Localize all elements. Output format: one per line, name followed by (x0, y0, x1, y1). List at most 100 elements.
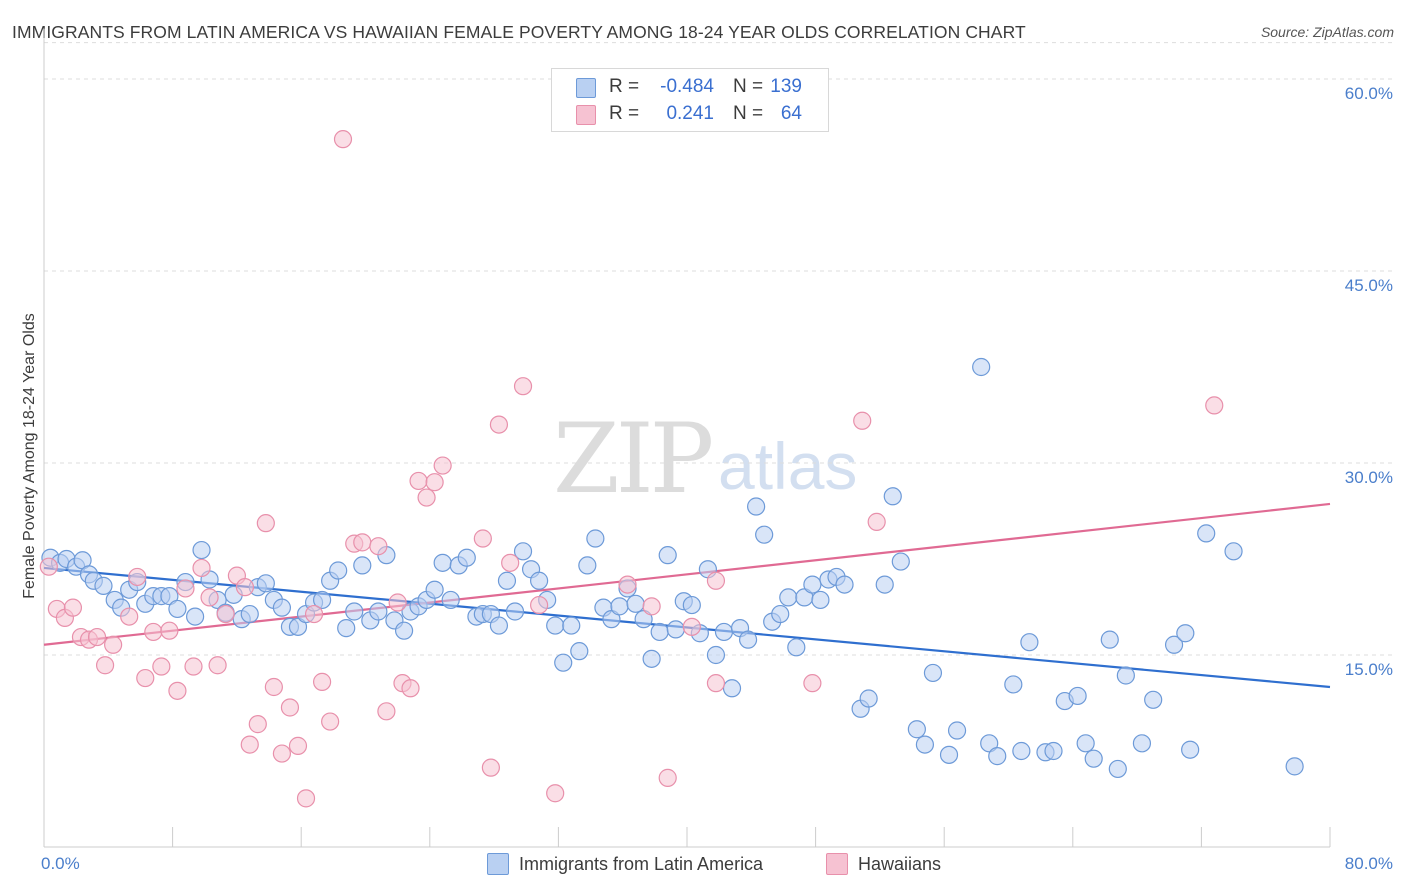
point-latin-america (722, 679, 742, 698)
point-latin-america (1181, 740, 1200, 759)
point-latin-america (1100, 630, 1119, 649)
point-hawaiians (184, 657, 203, 676)
point-hawaiians (546, 784, 565, 803)
point-hawaiians (144, 622, 163, 642)
point-latin-america (1012, 741, 1031, 761)
point-latin-america (1020, 633, 1039, 652)
legend-n-label: N = (733, 103, 764, 124)
y-tick-label: 60.0% (1345, 84, 1393, 103)
x-tick-label: 80.0% (1345, 854, 1393, 873)
legend-r-value: -0.484 (660, 76, 714, 97)
point-hawaiians (104, 635, 123, 654)
point-latin-america (1108, 759, 1127, 779)
point-latin-america (578, 556, 597, 575)
point-latin-america (345, 602, 364, 621)
point-latin-america (1084, 749, 1103, 768)
point-latin-america (272, 598, 292, 617)
tick-labels: 15.0% 30.0% 45.0% 60.0% 0.0% 80.0% (41, 84, 1393, 873)
correlation-legend: R = -0.484 N = 139 R = 0.241 N = 64 (551, 68, 829, 132)
point-hawaiians (853, 411, 872, 430)
point-hawaiians (136, 668, 155, 688)
x-tick-label: 0.0% (41, 854, 80, 873)
point-latin-america (1224, 542, 1243, 561)
point-latin-america (168, 599, 187, 619)
watermark-atlas: atlas (718, 429, 858, 503)
point-hawaiians (168, 681, 187, 700)
point-hawaiians (304, 604, 324, 624)
point-latin-america (859, 689, 878, 708)
point-hawaiians (682, 617, 701, 636)
point-latin-america (602, 610, 621, 629)
point-latin-america (658, 546, 677, 565)
point-hawaiians (1205, 396, 1224, 415)
point-latin-america (1068, 686, 1087, 706)
chart-title: IMMIGRANTS FROM LATIN AMERICA VS HAWAIIA… (12, 22, 1026, 42)
point-hawaiians (501, 553, 520, 572)
trendline-hawaiians (43, 502, 1331, 646)
point-latin-america (457, 548, 476, 567)
point-latin-america (988, 747, 1007, 766)
point-hawaiians (425, 473, 444, 492)
point-hawaiians (240, 735, 259, 754)
point-latin-america (915, 735, 935, 754)
point-latin-america (706, 645, 726, 665)
point-latin-america (1197, 524, 1216, 543)
bottom-legend-label: Immigrants from Latin America (519, 853, 764, 874)
point-hawaiians (280, 698, 300, 717)
point-latin-america (1144, 690, 1163, 709)
point-latin-america (337, 619, 356, 638)
grid-lines (44, 42, 1395, 656)
point-latin-america (160, 587, 179, 606)
point-latin-america (353, 556, 372, 575)
point-hawaiians (433, 456, 452, 475)
point-latin-america (883, 487, 902, 506)
point-hawaiians (235, 578, 255, 597)
source-label: Source: ZipAtlas.com (1260, 24, 1394, 40)
point-hawaiians (658, 768, 677, 787)
point-latin-america (634, 610, 653, 629)
point-latin-america (530, 571, 549, 590)
point-latin-america (980, 734, 999, 753)
point-latin-america (642, 649, 661, 668)
point-hawaiians (353, 533, 372, 552)
point-hawaiians (388, 593, 407, 612)
point-hawaiians (706, 571, 726, 590)
point-hawaiians (867, 512, 886, 531)
point-latin-america (755, 525, 774, 544)
point-latin-america (972, 357, 991, 377)
point-hawaiians (264, 677, 283, 697)
point-latin-america (714, 622, 734, 642)
point-latin-america (747, 497, 766, 516)
legend-n-value: 64 (780, 103, 802, 124)
point-hawaiians (377, 702, 396, 721)
legend-r-label: R = (609, 76, 640, 97)
point-latin-america (787, 638, 806, 657)
point-latin-america (891, 552, 910, 571)
legend-n-label: N = (733, 76, 764, 97)
point-hawaiians (296, 789, 316, 808)
point-latin-america (497, 571, 517, 590)
point-latin-america (610, 597, 629, 616)
point-hawaiians (208, 656, 227, 675)
point-latin-america (312, 590, 332, 610)
point-latin-america (546, 616, 565, 635)
point-latin-america (811, 590, 830, 610)
y-tick-label: 45.0% (1345, 276, 1393, 295)
legend-swatch-blue (576, 78, 596, 98)
point-latin-america (835, 575, 854, 594)
point-latin-america (947, 721, 967, 740)
point-latin-america (1132, 734, 1152, 753)
point-hawaiians (95, 656, 115, 675)
axes (43, 28, 1331, 848)
data-points (39, 130, 1304, 808)
point-latin-america (626, 594, 645, 613)
point-hawaiians (417, 488, 436, 507)
point-hawaiians (513, 377, 533, 396)
bottom-legend-hawaiians: Hawaiians (826, 852, 941, 876)
point-hawaiians (216, 604, 235, 624)
point-hawaiians (120, 607, 139, 626)
point-latin-america (186, 607, 205, 626)
point-latin-america (1176, 624, 1195, 643)
bottom-legend-immigrants: Immigrants from Latin America (487, 852, 763, 876)
point-latin-america (939, 745, 959, 764)
